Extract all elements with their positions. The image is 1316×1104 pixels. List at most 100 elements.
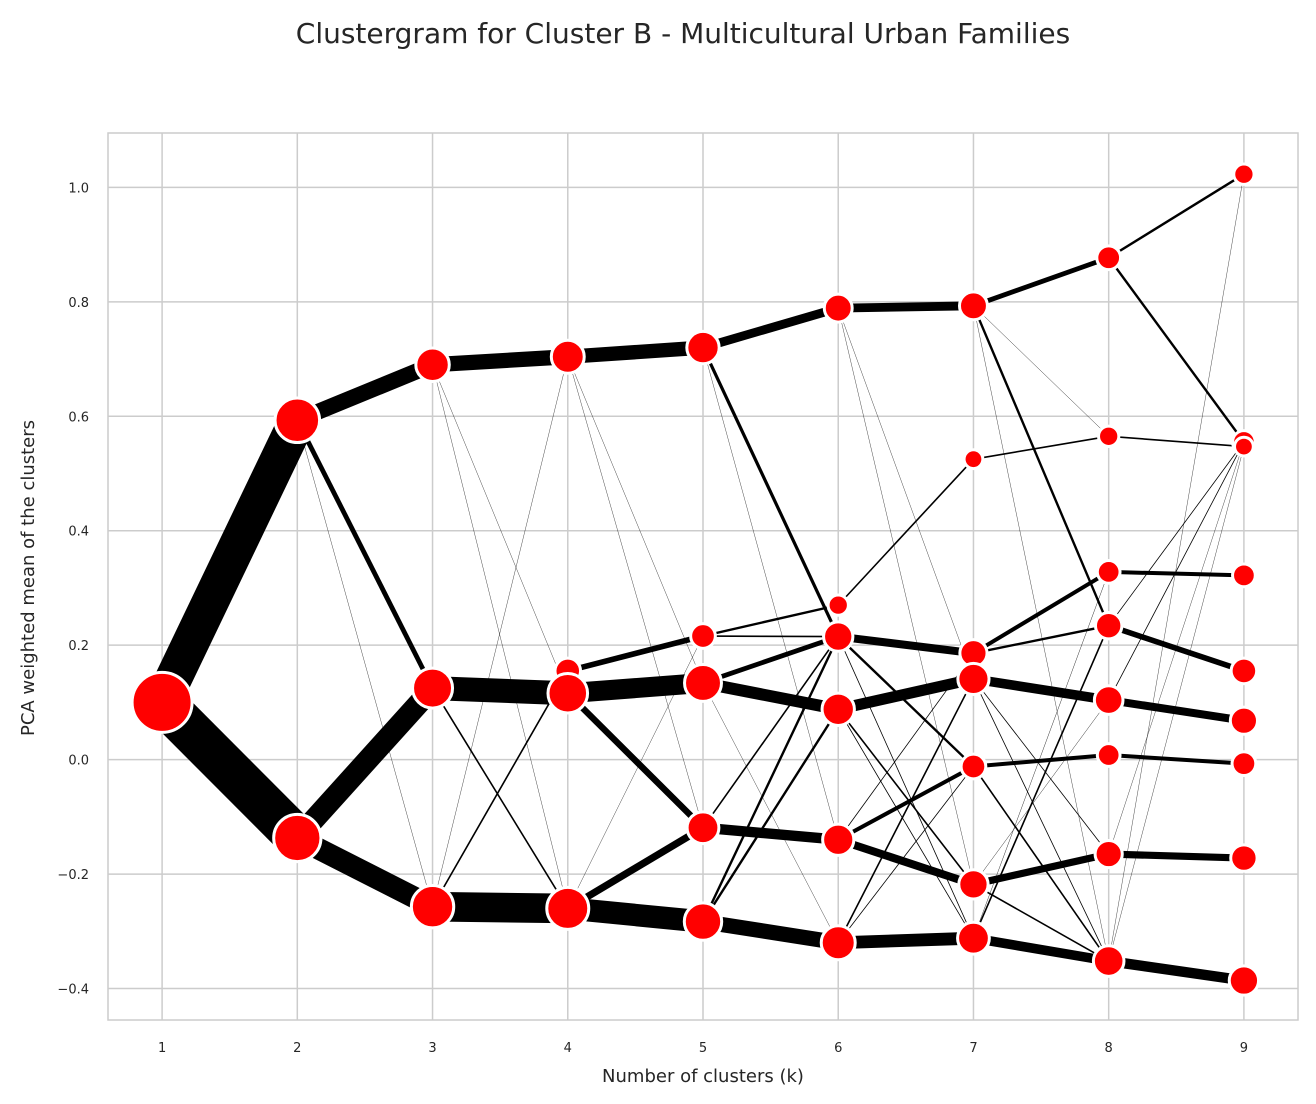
- cluster-node: [130, 670, 194, 734]
- cluster-node: [1093, 611, 1124, 641]
- cluster-node: [1233, 435, 1255, 458]
- cluster-link: [566, 897, 705, 933]
- y-tick-labels: 1.0 0.8 0.6 0.4 0.2 0.0 −0.2 −0.4: [57, 181, 89, 997]
- cluster-link: [432, 364, 568, 694]
- cluster-node: [545, 885, 591, 931]
- cluster-link: [702, 635, 839, 638]
- cluster-node: [1097, 424, 1121, 448]
- cluster-node: [1095, 742, 1122, 768]
- cluster-link: [702, 822, 839, 845]
- cluster-link: [702, 682, 839, 943]
- cluster-link: [567, 340, 704, 364]
- cluster-link: [295, 419, 435, 690]
- cluster-link: [1108, 441, 1245, 701]
- cluster-link: [431, 670, 569, 908]
- cluster-node: [957, 290, 989, 322]
- cluster-link: [972, 625, 1110, 939]
- x-tick-label: 3: [428, 1041, 436, 1056]
- cluster-link: [838, 308, 974, 679]
- cluster-link: [146, 687, 313, 854]
- cluster-link: [972, 766, 1110, 962]
- cluster-node: [826, 593, 850, 617]
- cluster-node: [1093, 838, 1124, 870]
- cluster-link: [972, 255, 1110, 309]
- x-tick-label: 4: [564, 1041, 572, 1056]
- plot-frame: [107, 132, 1299, 1021]
- cluster-link: [701, 677, 840, 716]
- cluster-node: [956, 920, 991, 956]
- x-tick-label: 8: [1105, 1041, 1113, 1056]
- y-axis-label: PCA weighted mean of the clusters: [18, 420, 39, 736]
- cluster-link: [838, 931, 974, 950]
- cluster-node: [1231, 562, 1257, 589]
- cluster-link: [567, 356, 704, 684]
- y-tick-label: 0.0: [68, 754, 89, 769]
- cluster-link: [1108, 435, 1244, 448]
- cluster-link: [1108, 446, 1245, 962]
- cluster-link: [701, 346, 840, 638]
- cluster-link: [1107, 623, 1245, 674]
- cluster-node: [1230, 750, 1258, 778]
- cluster-link: [1108, 174, 1245, 962]
- cluster-link: [973, 678, 1110, 962]
- cluster-node: [689, 622, 717, 650]
- cluster-link: [972, 850, 1110, 888]
- cluster-link: [565, 824, 705, 912]
- cluster-node: [414, 346, 451, 383]
- cluster-node: [1232, 162, 1256, 186]
- cluster-link: [837, 678, 975, 944]
- x-tick-label: 2: [293, 1041, 301, 1056]
- cluster-link: [1108, 696, 1245, 725]
- y-tick-label: −0.2: [57, 868, 89, 883]
- cluster-node: [682, 901, 724, 942]
- cluster-link: [837, 673, 975, 715]
- cluster-link: [972, 933, 1110, 966]
- cluster-link: [973, 305, 1109, 962]
- cluster-link: [702, 634, 840, 686]
- cluster-node: [409, 884, 456, 930]
- x-tick-labels: 1 2 3 4 5 6 7 8 9: [158, 1041, 1248, 1056]
- x-axis-label: Number of clusters (k): [602, 1066, 804, 1087]
- cluster-link: [702, 603, 839, 638]
- cluster-link: [973, 624, 1109, 655]
- cluster-nodes: [130, 162, 1261, 997]
- x-tick-label: 5: [699, 1041, 707, 1056]
- cluster-link: [837, 632, 974, 658]
- cluster-link: [701, 636, 840, 923]
- cluster-link: [567, 356, 704, 828]
- cluster-link: [973, 305, 1109, 437]
- cluster-link: [567, 633, 704, 674]
- cluster-node: [273, 396, 322, 445]
- cluster-link: [836, 835, 975, 889]
- cluster-link: [1107, 257, 1245, 443]
- cluster-link: [565, 690, 706, 830]
- cluster-node: [683, 662, 723, 703]
- cluster-node: [822, 292, 854, 324]
- y-tick-label: 0.6: [68, 410, 89, 425]
- cluster-link: [292, 828, 438, 917]
- cluster-link: [1108, 753, 1245, 766]
- cluster-link: [1108, 173, 1245, 259]
- cluster-node: [1229, 843, 1259, 873]
- cluster-node: [411, 666, 455, 710]
- cluster-node: [549, 338, 586, 375]
- cluster-link: [837, 636, 974, 939]
- y-tick-label: 1.0: [68, 181, 89, 196]
- cluster-link: [702, 636, 839, 829]
- cluster-link: [837, 635, 975, 768]
- cluster-link: [432, 364, 568, 909]
- cluster-link: [701, 708, 840, 923]
- cluster-node: [1095, 244, 1123, 272]
- cluster-link: [837, 766, 974, 943]
- cluster-node: [272, 812, 323, 864]
- cluster-link: [1108, 850, 1245, 862]
- cluster-link: [289, 680, 441, 846]
- y-tick-label: 0.2: [68, 639, 89, 654]
- cluster-node: [959, 752, 988, 781]
- cluster-link: [972, 570, 1110, 655]
- cluster-link: [972, 674, 1110, 705]
- cluster-link: [701, 914, 840, 951]
- cluster-link: [973, 678, 1109, 855]
- cluster-node: [1229, 656, 1259, 686]
- cluster-node: [1095, 559, 1122, 585]
